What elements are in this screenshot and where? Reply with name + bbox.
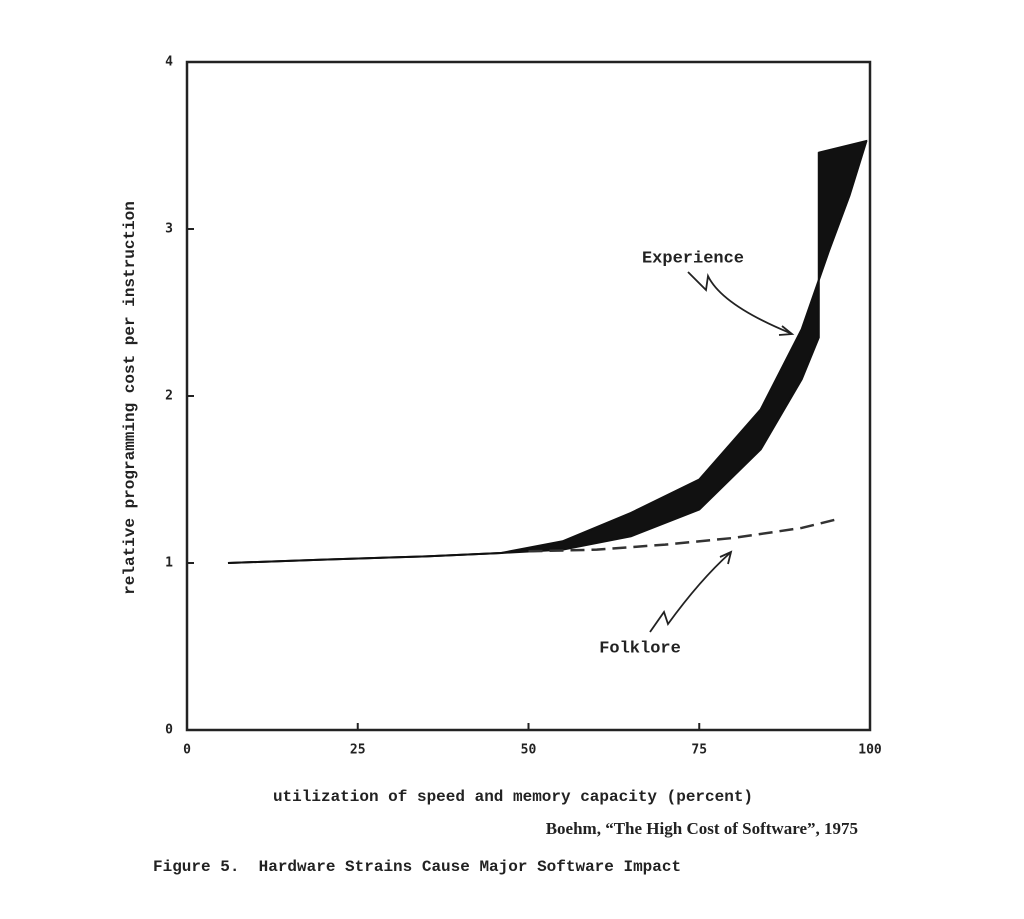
y-tick-label: 2 (165, 389, 173, 404)
band-area (227, 139, 868, 564)
x-tick-label: 25 (350, 743, 366, 758)
y-tick-label: 0 (165, 723, 173, 738)
y-axis-label: relative programming cost per instructio… (121, 201, 139, 595)
y-tick-label: 4 (165, 55, 173, 70)
x-tick-label: 75 (691, 743, 707, 758)
arrow (649, 552, 731, 633)
y-tick-label: 3 (165, 222, 173, 237)
x-tick-label: 50 (521, 743, 537, 758)
band-lower (227, 152, 820, 564)
source: Boehm, “The High Cost of Software”, 1975 (546, 819, 858, 838)
band-upper (227, 140, 868, 564)
y-tick-label: 1 (165, 556, 173, 571)
line (528, 518, 837, 553)
x-tick-label: 100 (858, 743, 882, 758)
x-tick-label: 0 (183, 743, 191, 758)
arrowhead (778, 325, 795, 336)
annotation: Experience (642, 249, 744, 268)
x-axis-label: utilization of speed and memory capacity… (273, 788, 753, 806)
caption: Figure 5. Hardware Strains Cause Major S… (153, 858, 681, 876)
annotation: Folklore (599, 639, 681, 658)
arrowhead (719, 550, 733, 565)
arrow (687, 271, 791, 334)
